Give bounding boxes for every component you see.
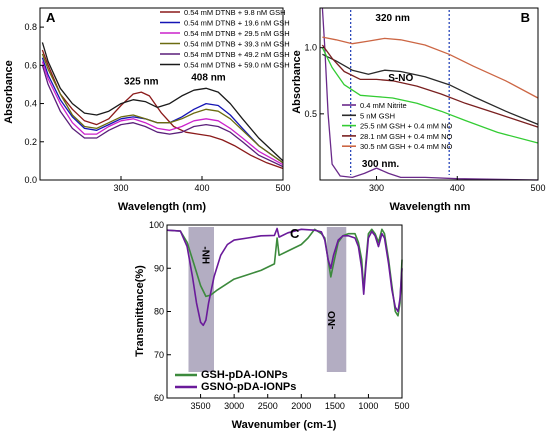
legend-entry-3: 0.54 mM DTNB + 29.5 nM GSH [184, 29, 290, 38]
series-line-5 [41, 65, 284, 168]
y-tick-label: 0.2 [24, 137, 37, 147]
y-axis-title: Transmittance(%) [134, 265, 146, 357]
annotation-3: 300 nm. [362, 159, 399, 170]
legend-entry-1: 0.54 mM DTNB + 9.8 nM GSH [184, 8, 286, 17]
panel-letter: C [290, 226, 300, 241]
y-axis-title: Absorbance [3, 60, 15, 124]
x-axis-title: Wavelength nm [390, 201, 471, 213]
x-tick-label: 1500 [325, 401, 345, 411]
y-tick-label: 0.0 [24, 175, 37, 185]
annotation-2: -NO [327, 311, 338, 330]
panel-a: 300 400 500 0.0 0.2 0.4 0.6 0.8 Wavelength (nm) A… [3, 7, 291, 213]
y-tick-label: 60 [154, 393, 164, 403]
panel-letter: A [46, 10, 56, 25]
y-tick-label: 0.5 [304, 109, 317, 119]
panel-letter: B [521, 10, 530, 25]
series-line-1 [166, 228, 403, 317]
y-tick-label: 100 [149, 220, 164, 230]
annotation-2: S-NO [388, 73, 413, 84]
legend-entry-2: 0.54 mM DTNB + 19.6 nM GSH [184, 19, 290, 28]
legend-entry-4: 28.1 nM GSH + 0.4 mM NO [360, 132, 452, 141]
series-line-6 [41, 42, 284, 162]
series-line-2 [166, 227, 403, 327]
x-tick-label: 500 [275, 183, 290, 193]
x-tick-label: 500 [530, 183, 545, 193]
legend-entry-4: 0.54 mM DTNB + 39.3 nM GSH [184, 40, 290, 49]
plot-frame [39, 7, 284, 181]
x-tick-label: 300 [113, 183, 128, 193]
legend-entry-5: 30.5 nM GSH + 0.4 mM NO [360, 142, 452, 151]
y-tick-label: 0.4 [24, 99, 37, 109]
y-tick-label: 1.0 [304, 43, 317, 53]
panel-b: 300 400 500 0.5 1.0 Wavelength nm Absorbance B 3… [291, 7, 546, 213]
legend-entry-2: 5 nM GSH [360, 111, 395, 120]
legend-entry-6: 0.54 mM DTNB + 59.0 nM GSH [184, 61, 290, 70]
panel-c: 3500 3000 2500 2000 1500 1000 500 60 70 80 90 100 Wa… [134, 220, 410, 431]
series-line-1 [41, 49, 284, 170]
annotation-2: 408 nm [191, 73, 226, 84]
x-axis-title: Wavelength (nm) [118, 201, 207, 213]
series-line-4 [41, 53, 284, 164]
series-line-1 [321, 7, 539, 181]
y-tick-label: 0.8 [24, 22, 37, 32]
series-line-2 [322, 53, 539, 126]
series-line-4 [321, 44, 539, 128]
x-tick-label: 3000 [224, 401, 244, 411]
legend-entry-3: 25.5 nM GSH + 0.4 mM NO [360, 122, 452, 131]
y-tick-label: 70 [154, 350, 164, 360]
legend-entry-2: GSNO-pDA-IONPs [201, 381, 296, 393]
legend-entry-5: 0.54 mM DTNB + 49.2 nM GSH [184, 50, 290, 59]
x-tick-label: 3500 [191, 401, 211, 411]
annotation-1: 320 nm [375, 13, 410, 24]
y-tick-label: 0.6 [24, 60, 37, 70]
x-tick-label: 400 [450, 183, 465, 193]
y-tick-label: 80 [154, 307, 164, 317]
annotation-1: -NH [200, 246, 211, 264]
x-tick-label: 2500 [258, 401, 278, 411]
series-line-3 [321, 47, 539, 144]
annotation-1: 325 nm [124, 76, 159, 87]
series-line-5 [322, 36, 539, 99]
y-tick-label: 90 [154, 263, 164, 273]
legend-entry-1: GSH-pDA-IONPs [201, 369, 288, 381]
x-tick-label: 400 [194, 183, 209, 193]
x-tick-label: 500 [394, 401, 409, 411]
plot-frame [319, 7, 539, 181]
series-line-3 [41, 61, 284, 166]
x-tick-label: 2000 [291, 401, 311, 411]
x-tick-label: 1000 [358, 401, 378, 411]
series-line-2 [41, 57, 284, 164]
x-axis-title: Wavenumber (cm-1) [232, 419, 337, 431]
x-tick-label: 300 [369, 183, 384, 193]
y-axis-title: Absorbance [291, 50, 303, 114]
legend-entry-1: 0.4 mM Nitrite [360, 101, 407, 110]
